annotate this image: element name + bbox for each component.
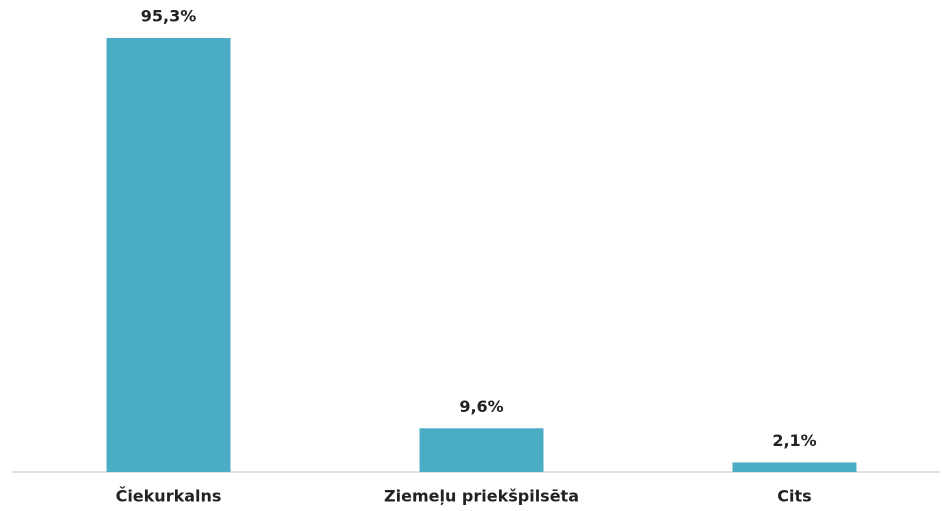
data-label: 95,3% bbox=[141, 7, 197, 26]
x-tick-label: Cits bbox=[777, 487, 811, 506]
x-tick-label: Ziemeļu priekšpilsēta bbox=[384, 487, 579, 506]
data-label: 2,1% bbox=[772, 431, 816, 450]
bar bbox=[732, 462, 857, 472]
data-label: 9,6% bbox=[459, 397, 503, 416]
bar bbox=[106, 38, 231, 473]
x-tick-label: Čiekurkalns bbox=[116, 487, 222, 506]
bar bbox=[419, 428, 544, 472]
